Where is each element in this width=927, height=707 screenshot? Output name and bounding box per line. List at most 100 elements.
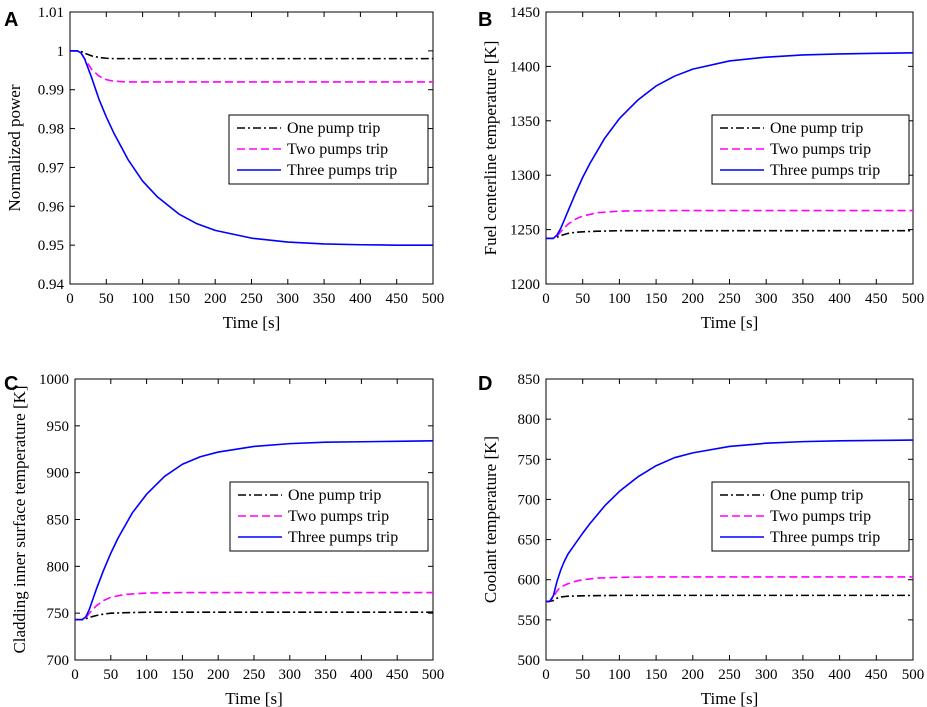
panel-letter-c: C [4, 373, 18, 395]
y-tick-label-d: 700 [518, 492, 541, 508]
x-tick-label-a: 500 [422, 291, 445, 307]
panel-a: A 0 50 100 150 200 250 300 350 400 450 500 0.94 0.95 0… [4, 5, 444, 332]
y-tick-label-c: 1000 [39, 372, 69, 388]
x-tick-label-d: 300 [755, 667, 778, 683]
x-tick-label-d: 50 [575, 667, 590, 683]
y-tick-label-a: 1.01 [38, 5, 64, 21]
x-tick-label-b: 100 [608, 291, 631, 307]
panel-letter-d: D [478, 373, 492, 395]
x-axis-label-a: Time [s] [223, 313, 280, 332]
y-tick-label-b: 1450 [510, 5, 540, 21]
x-tick-label-c: 150 [171, 667, 194, 683]
y-tick-label-b: 1250 [510, 223, 540, 239]
x-tick-label-b: 450 [865, 291, 888, 307]
series-group-c [75, 440, 433, 621]
legend-label-d-two: Two pumps trip [770, 508, 871, 525]
x-tick-label-a: 100 [131, 291, 154, 307]
y-tick-label-a: 1 [57, 44, 65, 60]
y-tick-label-a: 0.94 [38, 277, 65, 293]
x-tick-label-a: 450 [385, 291, 408, 307]
y-tick-label-d: 750 [518, 452, 541, 468]
x-tick-label-b: 150 [645, 291, 668, 307]
y-tick-label-c: 700 [47, 653, 70, 669]
legend-label-b-one: One pump trip [770, 120, 863, 137]
y-tick-label-b: 1200 [510, 277, 540, 293]
y-tick-label-a: 0.97 [38, 160, 65, 176]
x-tick-label-d: 0 [542, 667, 550, 683]
series-line-c-one [75, 611, 433, 621]
y-axis-label-b: Fuel centerline temperature [K] [481, 41, 500, 256]
y-tick-label-b: 1350 [510, 114, 540, 130]
y-axis-label-d: Coolant temperature [K] [481, 436, 500, 603]
series-line-d-three [546, 439, 913, 603]
x-tick-label-b: 500 [902, 291, 925, 307]
x-tick-label-c: 250 [243, 667, 266, 683]
panel-c: C 0 50 100 150 200 250 300 350 400 450 500 700 750 800… [4, 372, 444, 707]
x-tick-label-b: 350 [792, 291, 815, 307]
legend-b: One pump trip Two pumps trip Three pumps t… [711, 114, 910, 185]
y-tick-label-d: 800 [518, 412, 541, 428]
x-tick-label-c: 350 [314, 667, 337, 683]
x-tick-label-c: 300 [279, 667, 302, 683]
legend-c: One pump trip Two pumps trip Three pumps t… [229, 481, 429, 552]
y-tick-label-c: 950 [47, 419, 70, 435]
x-tick-label-b: 200 [682, 291, 705, 307]
x-tick-label-b: 0 [542, 291, 550, 307]
y-tick-label-a: 0.96 [38, 199, 65, 215]
y-tick-label-d: 600 [518, 573, 541, 589]
series-line-a-one [70, 50, 433, 60]
legend-label-b-three: Three pumps trip [770, 162, 880, 179]
series-line-a-three [70, 50, 433, 246]
x-tick-label-c: 400 [350, 667, 373, 683]
x-tick-label-c: 50 [103, 667, 118, 683]
legend-label-c-three: Three pumps trip [288, 529, 398, 546]
legend-label-b-two: Two pumps trip [770, 141, 871, 158]
y-tick-label-b: 1300 [510, 168, 540, 184]
x-tick-label-d: 350 [792, 667, 815, 683]
x-tick-label-a: 50 [99, 291, 114, 307]
y-axis-label-c: Cladding inner surface temperature [K] [10, 385, 29, 653]
legend-label-a-one: One pump trip [287, 120, 380, 137]
x-tick-label-d: 450 [865, 667, 888, 683]
x-tick-label-c: 0 [71, 667, 79, 683]
x-tick-label-a: 0 [66, 291, 74, 307]
x-axis-label-b: Time [s] [701, 313, 758, 332]
y-tick-label-a: 0.99 [38, 83, 64, 99]
x-tick-label-d: 500 [902, 667, 925, 683]
legend-label-c-one: One pump trip [288, 487, 381, 504]
series-group-d [546, 439, 913, 603]
x-tick-label-c: 100 [135, 667, 158, 683]
legend-label-a-two: Two pumps trip [287, 141, 388, 158]
y-tick-label-d: 850 [518, 372, 541, 388]
x-tick-label-d: 400 [828, 667, 851, 683]
y-tick-label-c: 750 [47, 606, 70, 622]
x-tick-label-d: 150 [645, 667, 668, 683]
x-tick-label-a: 300 [277, 291, 300, 307]
series-group-b [546, 52, 913, 240]
legend-label-a-three: Three pumps trip [287, 162, 397, 179]
x-tick-label-d: 250 [718, 667, 741, 683]
y-tick-label-c: 900 [47, 466, 70, 482]
x-axis-label-c: Time [s] [225, 689, 282, 707]
series-line-d-one [546, 594, 913, 603]
legend-d: One pump trip Two pumps trip Three pumps t… [711, 481, 910, 552]
series-line-b-one [546, 229, 913, 240]
series-group-a [70, 50, 433, 246]
series-line-d-two [546, 576, 913, 603]
y-tick-label-d: 550 [518, 613, 541, 629]
y-tick-label-b: 1400 [510, 59, 540, 75]
panel-letter-b: B [478, 9, 492, 31]
legend-label-d-three: Three pumps trip [770, 529, 880, 546]
y-tick-label-a: 0.95 [38, 238, 64, 254]
x-axis-label-d: Time [s] [701, 689, 758, 707]
x-tick-label-d: 200 [682, 667, 705, 683]
legend-label-c-two: Two pumps trip [288, 508, 389, 525]
y-tick-label-d: 500 [518, 653, 541, 669]
x-tick-label-b: 250 [718, 291, 741, 307]
panel-d: D 0 50 100 150 200 250 300 350 400 450 500 500 550 600… [478, 372, 924, 707]
y-tick-label-a: 0.98 [38, 122, 64, 138]
x-tick-label-a: 400 [349, 291, 372, 307]
x-tick-label-a: 250 [240, 291, 263, 307]
legend-a: One pump trip Two pumps trip Three pumps t… [228, 114, 429, 185]
